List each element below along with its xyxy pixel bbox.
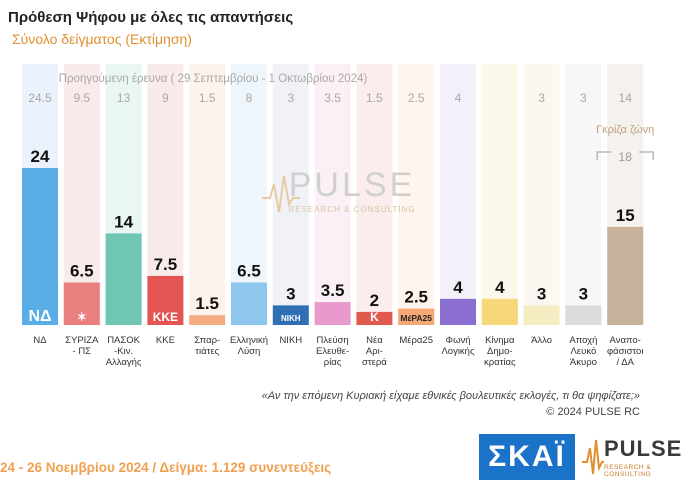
party-logo: ΝΙΚΗ bbox=[281, 314, 301, 323]
bar bbox=[440, 298, 476, 325]
previous-value: 13 bbox=[117, 91, 131, 105]
pulse-logo-sub: RESEARCH & CONSULTING bbox=[604, 464, 652, 478]
category-label: Φωνή Λογικής bbox=[441, 335, 475, 357]
value-label: 3 bbox=[537, 284, 546, 303]
party-logo: ΜέΡΑ25 bbox=[400, 313, 432, 323]
copyright: © 2024 PULSE RC bbox=[546, 406, 640, 418]
gray-zone-bracket-right bbox=[639, 151, 654, 160]
pulse-logo-name: PULSE bbox=[604, 436, 683, 461]
pulse-wave-icon bbox=[582, 439, 604, 475]
category-label: ΣΥΡΙΖΑ - ΠΣ bbox=[65, 335, 99, 357]
category-label: ΝΙΚΗ bbox=[279, 335, 302, 346]
bar bbox=[314, 302, 351, 325]
skai-logo: ΣΚΑΪ bbox=[479, 434, 575, 480]
column-tint bbox=[356, 64, 393, 325]
category-label: Άλλο bbox=[531, 335, 552, 346]
category-label: Πλεύση Ελευθε-ρίας bbox=[316, 335, 349, 368]
value-label: 24 bbox=[31, 147, 50, 166]
value-label: 14 bbox=[114, 212, 133, 231]
column-tint bbox=[189, 64, 226, 325]
previous-value: 4 bbox=[455, 91, 462, 105]
previous-value: 8 bbox=[246, 91, 253, 105]
column-tint bbox=[63, 64, 100, 325]
category-label: Σπαρ-τιάτες bbox=[194, 335, 220, 357]
gray-zone-label: Γκρίζα ζώνη bbox=[596, 124, 654, 136]
party-logo: K bbox=[370, 310, 379, 324]
party-logo: ΝΔ bbox=[28, 308, 51, 325]
bar bbox=[147, 275, 184, 325]
previous-value: 3.5 bbox=[324, 91, 341, 105]
chart-subtitle: Σύνολο δείγματος (Εκτίμηση) bbox=[12, 31, 192, 47]
column-tint bbox=[565, 64, 602, 325]
value-label: 3 bbox=[286, 284, 295, 303]
value-label: 1.5 bbox=[195, 294, 219, 313]
previous-value: 3 bbox=[287, 91, 294, 105]
chart-title: Πρόθεση Ψήφου με όλες τις απαντήσεις bbox=[8, 9, 294, 26]
gray-zone-bracket-left bbox=[596, 151, 612, 160]
value-label: 4 bbox=[453, 278, 463, 297]
column-tint bbox=[272, 64, 309, 325]
party-logo: ΚΚΕ bbox=[153, 310, 178, 324]
previous-value: 14 bbox=[619, 91, 633, 105]
column-tint bbox=[523, 64, 560, 325]
watermark-name: PULSE bbox=[289, 166, 416, 204]
watermark-wave-icon bbox=[262, 175, 300, 213]
bar bbox=[481, 298, 518, 325]
bar bbox=[105, 233, 142, 325]
value-label: 2 bbox=[370, 291, 379, 310]
bar bbox=[272, 305, 309, 325]
bar bbox=[565, 305, 602, 325]
category-label: Αναπο-φάσιστοι / ΔΑ bbox=[607, 335, 644, 368]
party-logo: ✶ bbox=[77, 310, 87, 324]
bar bbox=[189, 315, 226, 325]
previous-value: 3 bbox=[538, 91, 545, 105]
bar bbox=[63, 282, 100, 325]
category-label: ΝΔ bbox=[33, 335, 47, 346]
previous-survey-label: Προηγούμενη έρευνα ( 29 Σεπτεμβρίου - 1 … bbox=[59, 73, 368, 85]
value-label: 6.5 bbox=[70, 261, 94, 280]
column-tint bbox=[440, 64, 476, 325]
bar bbox=[22, 168, 58, 325]
column-tint bbox=[481, 64, 518, 325]
column-tint bbox=[231, 64, 267, 325]
previous-value: 9 bbox=[162, 91, 169, 105]
category-label: Κίνημα Δημο-κρατίας bbox=[484, 335, 516, 368]
category-label: Ελληνική Λύση bbox=[230, 335, 268, 357]
value-label: 3 bbox=[579, 284, 588, 303]
previous-value: 1.5 bbox=[199, 91, 216, 105]
value-label: 6.5 bbox=[237, 261, 261, 280]
column-tint bbox=[314, 64, 351, 325]
category-label: ΠΑΣΟΚ -Κιν. Αλλαγής bbox=[106, 335, 142, 368]
watermark-sub: RESEARCH & CONSULTING bbox=[288, 205, 415, 214]
previous-value: 9.5 bbox=[73, 91, 90, 105]
fieldwork-info: 24 - 26 Νοεμβρίου 2024 / Δείγμα: 1.129 σ… bbox=[0, 460, 332, 475]
category-label: Νέα Αρι-στερά bbox=[362, 335, 387, 368]
bar bbox=[231, 282, 267, 325]
category-label: Μέρα25 bbox=[399, 335, 433, 346]
bar bbox=[398, 308, 435, 325]
value-label: 7.5 bbox=[154, 255, 178, 274]
previous-value: 24.5 bbox=[28, 91, 52, 105]
column-tint bbox=[398, 64, 435, 325]
survey-question: «Αν την επόμενη Κυριακή είχαμε εθνικές β… bbox=[261, 390, 640, 402]
previous-value: 2.5 bbox=[408, 91, 425, 105]
value-label: 15 bbox=[616, 206, 635, 225]
value-label: 3.5 bbox=[321, 281, 345, 300]
category-label: ΚΚΕ bbox=[156, 335, 175, 346]
value-label: 2.5 bbox=[404, 288, 428, 307]
category-label: Αποχή Λευκό Άκυρο bbox=[569, 335, 597, 368]
bar bbox=[356, 311, 393, 325]
value-label: 4 bbox=[495, 278, 505, 297]
gray-zone-value: 18 bbox=[619, 150, 633, 164]
bar bbox=[523, 305, 560, 325]
bar bbox=[607, 226, 644, 325]
pulse-logo: PULSE RESEARCH & CONSULTING bbox=[582, 434, 692, 480]
previous-value: 1.5 bbox=[366, 91, 383, 105]
previous-value: 3 bbox=[580, 91, 587, 105]
